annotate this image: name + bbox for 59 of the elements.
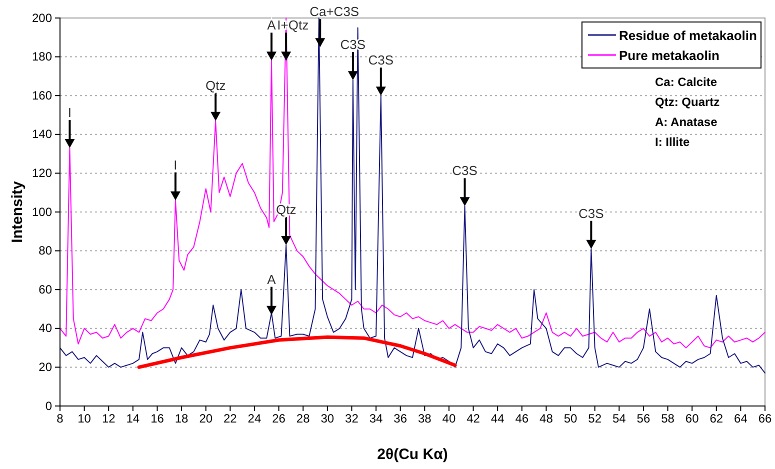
y-axis-title: Intensity [9,180,26,243]
annotation: A [267,18,276,33]
annotation: I [174,157,178,172]
annotation: I: Illite [655,135,690,149]
y-tick-label: 160 [32,88,52,102]
x-tick-label: 10 [78,412,92,426]
annotation: A [267,272,276,287]
x-tick-label: 34 [369,412,384,426]
annotation: A: Anatase [655,115,718,129]
x-tick-label: 8 [56,412,64,426]
y-tick-label: 120 [32,166,52,180]
x-tick-label: 22 [223,412,238,426]
y-tick-label: 20 [38,360,52,374]
x-tick-label: 58 [661,412,675,426]
annotation: I [68,104,72,120]
annotation: Qtz [205,78,226,93]
line-series [137,335,457,369]
legend-label: Residue of metakaolin [618,28,757,43]
annotation: Ca: Calcite [655,75,718,89]
x-tick-label: 66 [758,412,772,426]
y-tick-label: 140 [32,127,52,142]
y-tick-label: 60 [38,282,52,296]
x-tick-label: 14 [126,412,140,426]
x-tick-label: 28 [296,412,310,426]
x-tick-label: 44 [490,412,505,426]
annotation: C3S [578,206,604,221]
x-tick-label: 56 [636,412,650,426]
y-tick-label: 80 [38,244,52,258]
x-tick-label: 50 [564,412,578,426]
x-tick-label: 30 [320,412,334,426]
y-tick-label: 100 [32,204,52,219]
legend-label: Pure metakaolin [618,48,720,63]
y-tick-label: 40 [38,321,52,336]
y-tick-label: 0 [45,398,52,413]
x-tick-label: 48 [540,412,554,426]
x-tick-label: 18 [174,412,189,426]
x-tick-label: 12 [102,412,116,426]
y-tick-label: 180 [32,50,52,64]
x-tick-label: 52 [588,412,602,426]
x-tick-label: 62 [710,412,724,426]
x-tick-label: 40 [442,412,456,426]
x-tick-label: 42 [466,412,480,426]
x-tick-label: 36 [394,412,408,426]
x-tick-label: 60 [685,412,700,426]
x-axis-title: 2θ(Cu Kα) [377,446,448,463]
x-tick-label: 46 [515,412,529,426]
x-tick-label: 32 [345,412,359,426]
y-tick-label: 200 [32,10,52,25]
x-tick-label: 20 [199,412,213,426]
x-tick-label: 24 [248,412,262,426]
annotation: C3S [368,52,394,68]
annotation: Ca+C3S [310,4,360,20]
x-tick-label: 38 [418,412,432,426]
x-tick-label: 26 [272,412,286,426]
annotation: Qtz: Quartz [655,95,720,109]
x-tick-label: 64 [734,412,748,426]
x-tick-label: 16 [150,412,164,426]
annotation: C3S [452,163,478,178]
x-tick-label: 54 [612,412,626,426]
